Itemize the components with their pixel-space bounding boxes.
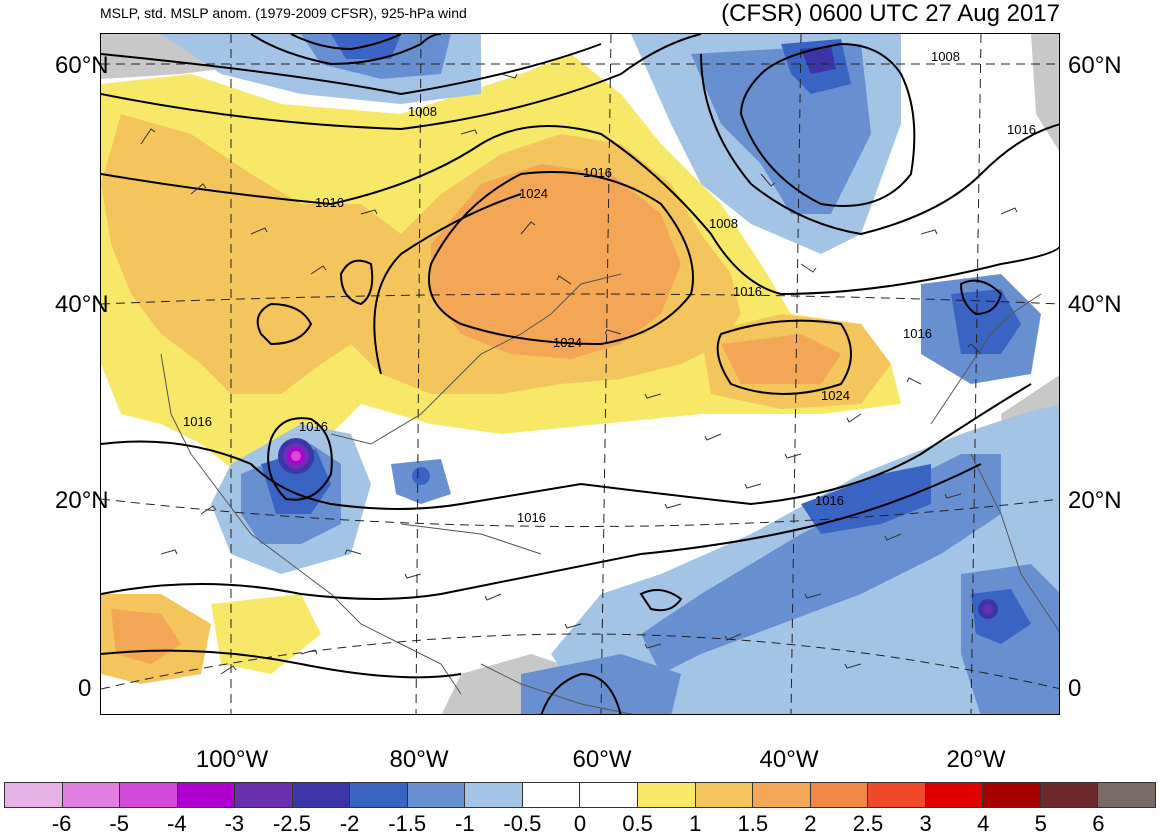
lon-label-100w: 100°W	[195, 746, 269, 773]
isobar-labels: 1008 1008 1008 1016 1016 1016 1016 1016 …	[183, 49, 1036, 525]
colorbar-tick-label: 4	[977, 811, 990, 836]
lon-label-80w: 80°W	[389, 746, 449, 773]
isobar-label: 1016	[517, 510, 546, 525]
colorbar-tick-label: 1.5	[737, 811, 769, 836]
lat-label-20n-right: 20°N	[1068, 487, 1122, 514]
colorbar-tick-label: -2.5	[273, 811, 311, 836]
colorbar-swatch	[465, 783, 523, 807]
colorbar-tick-label: -5	[109, 811, 129, 836]
isobar-label: 1016	[903, 326, 932, 341]
map-canvas: 1008 1008 1008 1016 1016 1016 1016 1016 …	[101, 34, 1059, 714]
chart-subtitle: MSLP, std. MSLP anom. (1979-2009 CFSR), …	[100, 5, 467, 21]
isobar-label: 1008	[931, 49, 960, 64]
colorbar-swatch	[638, 783, 696, 807]
colorbar-tick-label: -2	[339, 811, 360, 836]
isobar-label: 1024	[821, 388, 850, 403]
colorbar-swatch	[407, 783, 466, 807]
colorbar-tick-label: 1	[689, 811, 702, 836]
colorbar-swatch	[5, 783, 63, 807]
colorbar-tick-label: 2	[804, 811, 817, 836]
colorbar-swatch	[235, 783, 293, 807]
isobar-label: 1016	[183, 414, 212, 429]
coastlines	[160, 273, 1059, 714]
colorbar-tick-label: -1	[455, 811, 475, 836]
colorbar-swatch	[1040, 783, 1099, 807]
isobar-label: 1008	[408, 104, 437, 119]
isobar-label: 1016	[733, 284, 762, 299]
colorbar-swatch	[868, 783, 926, 807]
isobar-label: 1016	[299, 419, 328, 434]
lat-label-60n-right: 60°N	[1068, 52, 1122, 79]
colorbar-tick-label: 0.5	[622, 811, 653, 836]
lat-label-60n: 60°N	[55, 52, 109, 79]
lat-label-40n-right: 40°N	[1068, 291, 1122, 318]
map-panel: 1008 1008 1008 1016 1016 1016 1016 1016 …	[100, 33, 1060, 715]
lon-label-20w: 20°W	[946, 746, 1006, 773]
colorbar-swatch	[580, 783, 639, 807]
colorbar-tick-label: 0	[573, 811, 587, 836]
colorbar-tick-label: -3	[224, 811, 245, 836]
colorbar-tick-label: -6	[51, 811, 72, 836]
lat-label-0-right: 0	[1068, 675, 1082, 702]
isobar-label: 1024	[553, 335, 582, 350]
colorbar-tick-label: -1.5	[388, 811, 427, 836]
lat-label-0: 0	[78, 675, 92, 702]
colorbar-tick-label: -4	[167, 811, 187, 836]
colorbar-swatch	[522, 783, 581, 807]
colorbar-swatch	[753, 783, 811, 807]
colorbar-swatch	[120, 783, 178, 807]
lat-label-40n: 40°N	[55, 291, 109, 318]
colorbar-swatch	[177, 783, 236, 807]
colorbar-tick-label: -0.5	[503, 811, 542, 836]
isobar-label: 1016	[815, 493, 844, 508]
colorbar-tick-label: 3	[919, 811, 932, 836]
colorbar-tick-label: 2.5	[852, 811, 884, 836]
lon-label-40w: 40°W	[759, 746, 819, 773]
chart-title: (CFSR) 0600 UTC 27 Aug 2017	[721, 0, 1060, 27]
colorbar-swatch	[62, 783, 121, 807]
isobars	[101, 34, 1059, 714]
colorbar-swatch	[810, 783, 869, 807]
isobar-label: 1016	[315, 195, 344, 210]
colorbar-swatch	[292, 783, 351, 807]
colorbar-swatch	[1098, 783, 1155, 807]
isobar-label: 1008	[709, 216, 738, 231]
lon-label-60w: 60°W	[572, 746, 632, 773]
colorbar-tick-label: 5	[1034, 811, 1047, 836]
anomaly-shading	[101, 34, 1059, 714]
graticule	[101, 34, 1059, 714]
lat-label-20n: 20°N	[55, 487, 109, 514]
wind-barbs	[140, 73, 1018, 675]
colorbar-swatch	[925, 783, 984, 807]
colorbar-swatch	[695, 783, 754, 807]
colorbar	[4, 782, 1156, 808]
colorbar-tick-label: 6	[1092, 811, 1105, 836]
colorbar-swatch	[983, 783, 1041, 807]
isobar-label: 1024	[519, 186, 548, 201]
isobar-label: 1016	[1007, 122, 1036, 137]
isobar-label: 1016	[583, 165, 612, 180]
colorbar-swatch	[350, 783, 408, 807]
